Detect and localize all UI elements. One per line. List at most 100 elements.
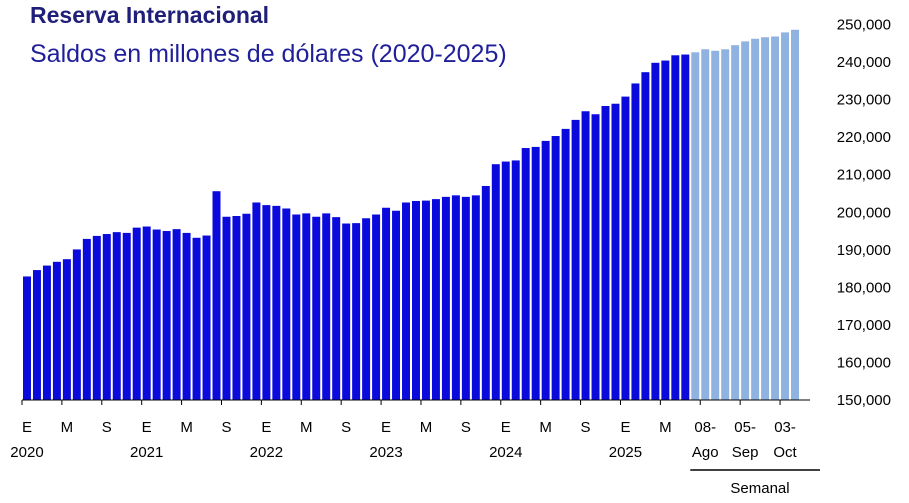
bar-monthly (142, 226, 151, 400)
x-tick-label: E (381, 419, 391, 436)
bar-monthly (362, 218, 371, 400)
weekly-tick-label-month: Sep (732, 444, 759, 461)
bar-monthly (332, 217, 341, 400)
bar-monthly (481, 185, 490, 400)
bar-weekly (751, 38, 760, 400)
weekly-tick-label-month: Oct (773, 444, 797, 461)
bar-monthly (411, 200, 420, 400)
bar-weekly (701, 49, 710, 401)
bar-monthly (661, 60, 670, 400)
bar-monthly (491, 164, 500, 400)
weekly-tick-label-day: 03- (774, 419, 796, 436)
y-tick-label: 180,000 (837, 279, 891, 296)
weekly-section-label: Semanal (730, 480, 789, 497)
bar-weekly (711, 50, 720, 400)
bar-monthly (471, 195, 480, 400)
bar-monthly (162, 231, 171, 400)
bar-monthly (22, 276, 31, 400)
y-tick-label: 190,000 (837, 242, 891, 259)
bar-monthly (122, 232, 131, 400)
year-label: 2023 (369, 444, 402, 461)
bar-monthly (292, 214, 301, 400)
y-tick-label: 240,000 (837, 54, 891, 71)
bar-monthly (232, 216, 241, 400)
bar-monthly (202, 235, 211, 400)
bar-monthly (501, 161, 510, 400)
x-tick-label: M (61, 419, 74, 436)
bar-monthly (591, 114, 600, 400)
bar-monthly (671, 55, 680, 400)
bar-monthly (621, 96, 630, 400)
x-tick-label: M (659, 419, 672, 436)
x-tick-label: S (221, 419, 231, 436)
x-tick-label: E (620, 419, 630, 436)
bar-monthly (431, 199, 440, 400)
bar-monthly (561, 128, 570, 400)
y-tick-label: 250,000 (837, 17, 891, 34)
bar-monthly (521, 148, 530, 400)
x-tick-label: E (501, 419, 511, 436)
bar-monthly (222, 216, 231, 400)
bar-monthly (302, 213, 311, 400)
x-tick-label: E (142, 419, 152, 436)
bar-group (22, 29, 800, 401)
bar-monthly (72, 249, 81, 400)
x-tick-label: M (539, 419, 552, 436)
chart-title: Reserva Internacional (30, 2, 270, 28)
bar-monthly (312, 216, 321, 400)
bar-monthly (402, 202, 411, 400)
weekly-tick-label-month: Ago (692, 444, 719, 461)
x-tick-label: S (461, 419, 471, 436)
bar-monthly (322, 213, 331, 400)
bar-monthly (342, 223, 351, 400)
y-tick-label: 230,000 (837, 92, 891, 109)
bar-monthly (172, 229, 181, 400)
bar-monthly (441, 196, 450, 400)
bar-monthly (82, 238, 91, 400)
year-label: 2024 (489, 444, 522, 461)
bar-monthly (461, 196, 470, 400)
bar-monthly (631, 83, 640, 401)
bar-monthly (421, 200, 430, 400)
bar-monthly (242, 213, 251, 400)
bar-monthly (62, 259, 71, 400)
labels-group: 150,000 160,000 170,000 180,000 190,000 200,0… (10, 17, 891, 498)
bar-monthly (272, 205, 281, 400)
bar-monthly (571, 119, 580, 400)
year-label: 2021 (130, 444, 163, 461)
x-tick-label: S (581, 419, 591, 436)
y-tick-label: 200,000 (837, 204, 891, 221)
bar-monthly (651, 62, 660, 401)
bar-monthly (252, 202, 261, 400)
x-tick-label: M (300, 419, 313, 436)
bar-weekly (781, 32, 790, 400)
bar-monthly (152, 229, 161, 400)
year-label: 2020 (10, 444, 43, 461)
bar-monthly (92, 235, 101, 400)
bar-monthly (601, 105, 610, 401)
bar-weekly (761, 37, 770, 400)
y-tick-label: 160,000 (837, 354, 891, 371)
y-tick-label: 150,000 (837, 392, 891, 409)
bar-weekly (731, 45, 740, 401)
bar-monthly (52, 261, 61, 400)
weekly-tick-label-day: 08- (694, 419, 716, 436)
bar-monthly (282, 208, 291, 400)
bar-monthly (641, 72, 650, 400)
bar-monthly (581, 111, 590, 400)
bar-monthly (102, 234, 111, 400)
bar-monthly (451, 195, 460, 400)
bar-monthly (182, 232, 191, 400)
bar-monthly (42, 265, 51, 400)
y-tick-label: 170,000 (837, 317, 891, 334)
bar-monthly (382, 207, 391, 400)
bar-monthly (192, 237, 201, 400)
bar-weekly (691, 52, 700, 401)
x-tick-label: S (341, 419, 351, 436)
bar-monthly (352, 223, 361, 400)
weekly-tick-label-day: 05- (734, 419, 756, 436)
year-label: 2022 (250, 444, 283, 461)
year-label: 2025 (609, 444, 642, 461)
bar-weekly (791, 29, 800, 401)
